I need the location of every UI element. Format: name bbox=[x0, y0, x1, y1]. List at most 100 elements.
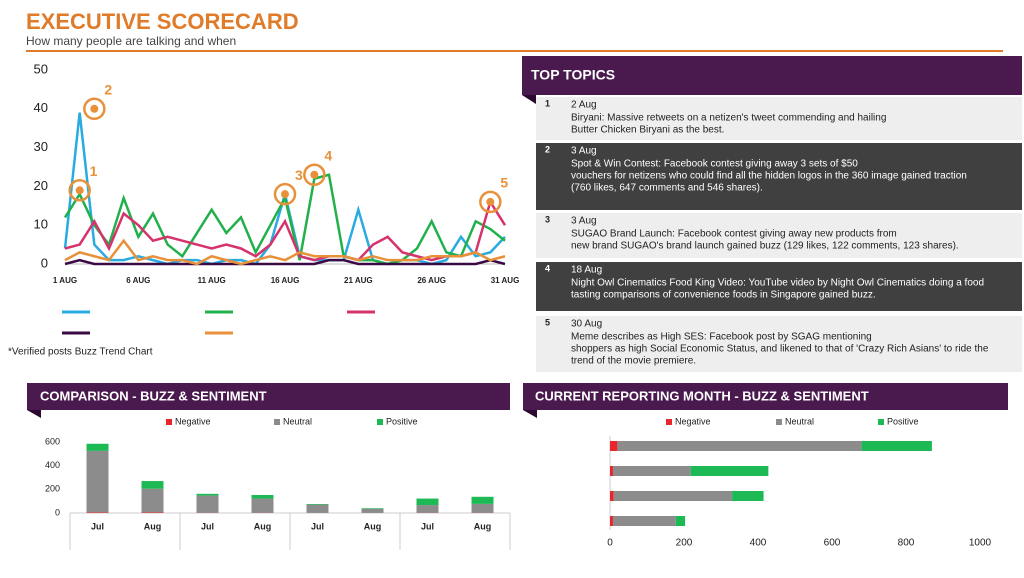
x-tick-label: Jul bbox=[91, 521, 104, 531]
x-tick-label: Aug bbox=[474, 521, 492, 531]
bar-segment bbox=[613, 466, 691, 476]
y-tick-label: 30 bbox=[34, 139, 48, 154]
legend-swatch bbox=[166, 419, 172, 425]
y-tick-label: 400 bbox=[45, 460, 60, 470]
topic-line: vouchers for netizens who could find all… bbox=[571, 171, 967, 182]
bar-segment bbox=[197, 496, 219, 513]
x-tick-label: Jul bbox=[311, 521, 324, 531]
bar-segment bbox=[417, 505, 439, 513]
bar-segment bbox=[307, 505, 329, 513]
title: EXECUTIVE SCORECARD bbox=[26, 9, 299, 34]
topic-number: 4 bbox=[545, 263, 550, 273]
x-tick-label: Aug bbox=[364, 521, 382, 531]
topic-number: 3 bbox=[545, 214, 550, 224]
bar-segment bbox=[362, 509, 384, 513]
bar-segment bbox=[252, 495, 274, 499]
y-tick-label: 50 bbox=[34, 61, 48, 76]
topic-date: 18 Aug bbox=[571, 265, 602, 276]
x-tick-label: Jul bbox=[201, 521, 214, 531]
y-tick-label: 200 bbox=[45, 484, 60, 494]
x-tick-label: 11 AUG bbox=[198, 276, 226, 285]
topic-line: Spot & Win Contest: Facebook contest giv… bbox=[571, 159, 858, 170]
bar-segment bbox=[252, 499, 274, 513]
legend-swatch bbox=[776, 419, 782, 425]
x-tick-label: 600 bbox=[824, 538, 841, 549]
topic-number: 1 bbox=[545, 98, 550, 108]
series-line bbox=[65, 241, 505, 264]
annotation-label: 1 bbox=[90, 163, 98, 179]
legend-label: Negative bbox=[175, 416, 211, 426]
comparison-title: COMPARISON - BUZZ & SENTIMENT bbox=[40, 388, 267, 403]
bar-segment bbox=[142, 489, 164, 513]
y-tick-label: 600 bbox=[45, 436, 60, 446]
topic-line: Biryani: Massive retweets on a netizen's… bbox=[571, 113, 886, 124]
x-tick-label: Jul bbox=[421, 521, 434, 531]
x-tick-label: 1000 bbox=[969, 538, 992, 549]
legend-swatch bbox=[274, 419, 280, 425]
x-tick-label: 31 AUG bbox=[491, 276, 520, 285]
annotation-dot bbox=[76, 186, 84, 194]
x-tick-label: 21 AUG bbox=[344, 276, 373, 285]
legend-swatch bbox=[377, 419, 383, 425]
fold bbox=[523, 410, 537, 418]
bar-segment bbox=[142, 512, 164, 513]
subtitle: How many people are talking and when bbox=[26, 34, 236, 48]
legend-label: Negative bbox=[675, 416, 711, 426]
bar-segment bbox=[691, 466, 769, 476]
bar-segment bbox=[417, 499, 439, 506]
bar-segment bbox=[610, 441, 617, 451]
y-tick-label: 10 bbox=[34, 217, 48, 232]
x-tick-label: 1 AUG bbox=[53, 276, 77, 285]
x-tick-label: 26 AUG bbox=[417, 276, 446, 285]
annotation-label: 2 bbox=[104, 82, 112, 98]
legend-label: Positive bbox=[887, 416, 919, 426]
bar-segment bbox=[732, 491, 763, 501]
topic-number: 5 bbox=[545, 317, 550, 327]
bar-segment bbox=[610, 516, 613, 526]
x-tick-label: 800 bbox=[898, 538, 915, 549]
bar-segment bbox=[610, 466, 613, 476]
bar-segment bbox=[87, 444, 109, 451]
bar-segment bbox=[472, 504, 494, 513]
x-tick-label: Aug bbox=[144, 521, 162, 531]
bar-segment bbox=[87, 512, 109, 513]
x-tick-label: 6 AUG bbox=[126, 276, 150, 285]
y-tick-label: 0 bbox=[55, 507, 60, 517]
topic-line: (760 likes, 647 comments and 546 shares)… bbox=[571, 183, 763, 194]
annotation-label: 5 bbox=[500, 175, 508, 191]
x-tick-label: 0 bbox=[607, 538, 613, 549]
topic-date: 2 Aug bbox=[571, 100, 597, 111]
legend-label: Positive bbox=[386, 416, 418, 426]
topic-line: tasting comparisons of convenience foods… bbox=[571, 290, 876, 301]
fold bbox=[522, 95, 536, 104]
x-tick-label: Aug bbox=[254, 521, 272, 531]
legend-swatch bbox=[666, 419, 672, 425]
topic-line: SUGAO Brand Launch: Facebook contest giv… bbox=[571, 229, 897, 240]
bar-segment bbox=[613, 516, 676, 526]
bar-segment bbox=[610, 491, 614, 501]
legend-label: Neutral bbox=[283, 416, 312, 426]
annotation-label: 4 bbox=[324, 147, 332, 163]
y-tick-label: 0 bbox=[41, 255, 48, 270]
bar-segment bbox=[87, 451, 109, 513]
topic-line: shoppers as high Social Economic Status,… bbox=[571, 344, 989, 355]
x-tick-label: 16 AUG bbox=[271, 276, 300, 285]
annotation-dot bbox=[486, 198, 494, 206]
bar-segment bbox=[362, 508, 384, 509]
topic-date: 3 Aug bbox=[571, 146, 597, 157]
bar-segment bbox=[617, 441, 861, 451]
annotation-dot bbox=[310, 171, 318, 179]
y-tick-label: 20 bbox=[34, 178, 48, 193]
annotation-dot bbox=[281, 190, 289, 198]
annotation-label: 3 bbox=[295, 167, 303, 183]
topic-date: 30 Aug bbox=[571, 319, 602, 330]
x-tick-label: 200 bbox=[676, 538, 693, 549]
topic-line: Night Owl Cinematics Food King Video: Yo… bbox=[571, 278, 984, 289]
series-line bbox=[65, 113, 505, 264]
current-title: CURRENT REPORTING MONTH - BUZZ & SENTIME… bbox=[535, 388, 869, 403]
topic-line: trend of the movie premiere. bbox=[571, 356, 696, 367]
topic-line: Meme describes as High SES: Facebook pos… bbox=[571, 332, 872, 343]
bar-segment bbox=[862, 441, 932, 451]
